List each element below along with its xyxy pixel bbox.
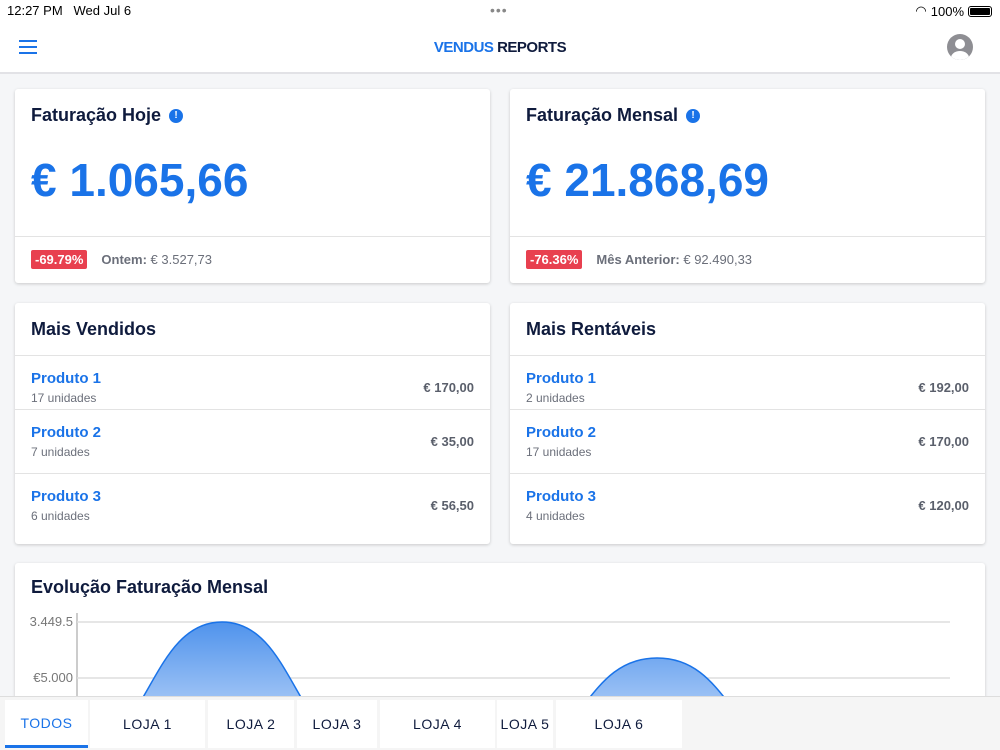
tab-loja-6[interactable]: LOJA 6 [556,700,682,748]
logo: VENDUS REPORTS [433,39,567,56]
list-item[interactable]: Produto 1 17 unidades € 170,00 [15,355,490,418]
list-item[interactable]: Produto 2 17 unidades € 170,00 [510,409,985,472]
today-revenue-card: Faturação Hoje! € 1.065,66 -69.79% Ontem:… [15,89,490,283]
wifi-icon: ◠ [915,3,927,18]
y-tick-label: €5.000 [33,670,73,685]
best-sellers-card: Mais Vendidos Produto 1 17 unidades € 170,… [15,303,490,544]
status-time: 12:27 PM Wed Jul 6 [7,3,132,18]
tab-todos[interactable]: TODOS [5,700,88,748]
battery-status: ◠ 100% [915,3,992,19]
multitasking-dots-icon[interactable]: ••• [490,2,508,18]
card-title: Mais Vendidos [31,319,157,339]
chart-title: Evolução Faturação Mensal [31,577,269,597]
card-title: Mais Rentáveis [526,319,657,339]
hamburger-menu-icon[interactable] [19,40,37,54]
card-title: Faturação Mensal [526,105,679,125]
previous-value: Mês Anterior: € 92.490,33 [596,252,753,267]
tab-loja-3[interactable]: LOJA 3 [297,700,377,748]
today-revenue-value: € 1.065,66 [31,154,249,206]
status-bar: 12:27 PM Wed Jul 6 ••• ◠ 100% [0,0,1000,22]
tab-loja-5[interactable]: LOJA 5 [497,700,553,748]
app-header: VENDUS REPORTS [0,22,1000,74]
y-tick-label: 3.449.5 [30,614,73,629]
tab-loja-1[interactable]: LOJA 1 [90,700,205,748]
user-avatar-icon[interactable] [947,34,973,60]
change-badge: -76.36% [526,250,583,269]
monthly-revenue-value: € 21.868,69 [526,154,770,206]
card-title: Faturação Hoje [31,105,162,125]
info-icon[interactable]: ! [169,108,184,123]
tab-loja-4[interactable]: LOJA 4 [380,700,495,748]
previous-value: Ontem: € 3.527,73 [101,252,212,267]
change-badge: -69.79% [31,250,88,269]
battery-icon [968,5,992,17]
info-icon[interactable]: ! [686,108,701,123]
tab-loja-2[interactable]: LOJA 2 [208,700,294,748]
store-tabs: TODOS LOJA 1 LOJA 2 LOJA 3 LOJA 4 LOJA 5… [0,696,1000,750]
monthly-revenue-card: Faturação Mensal! € 21.868,69 -76.36% Mês… [510,89,985,283]
